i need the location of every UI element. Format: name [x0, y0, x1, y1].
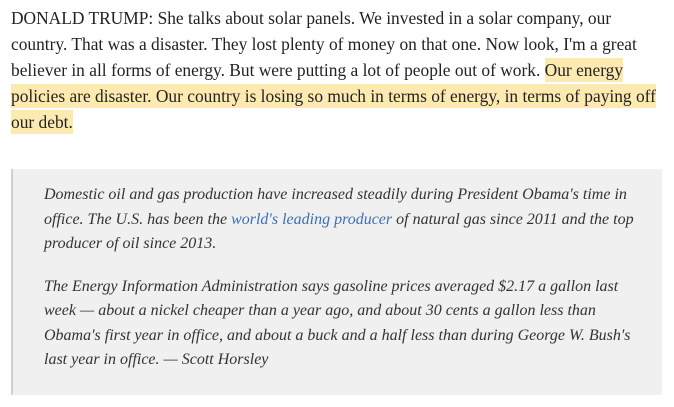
worlds-leading-producer-link[interactable]: world's leading producer	[231, 210, 393, 228]
annotation-text: of natural gas since 2011 and the top pr…	[44, 210, 634, 253]
annotation-text: Domestic oil and gas production have inc…	[44, 186, 627, 228]
annotation-paragraph-2: The Energy Information Administration sa…	[44, 277, 631, 369]
transcript-quote: DONALD TRUMP: She talks about solar pane…	[11, 5, 671, 135]
speaker-name: DONALD TRUMP:	[11, 8, 154, 28]
annotation-paragraph-1: Domestic oil and gas production have inc…	[44, 183, 648, 257]
transcript-text: She talks about solar panels. We investe…	[11, 8, 637, 80]
fact-check-annotation: Domestic oil and gas production have inc…	[11, 169, 662, 395]
